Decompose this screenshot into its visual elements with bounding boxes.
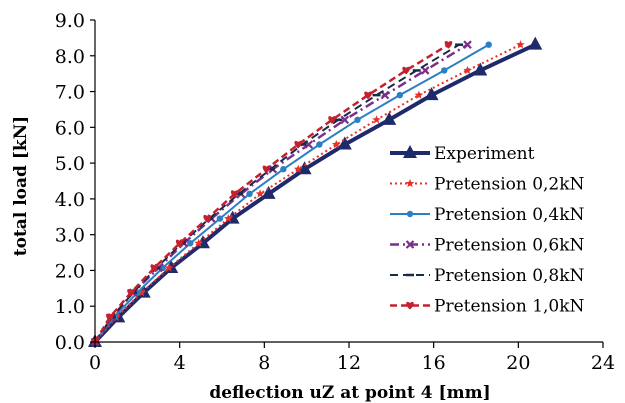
x-axis-title: deflection uZ at point 4 [mm] — [209, 383, 490, 403]
x-tick-label: 24 — [591, 352, 615, 374]
data-point — [261, 185, 276, 199]
data-point — [203, 214, 211, 223]
legend-entry: Pretension 0,8kN — [390, 266, 585, 286]
series-6 — [91, 41, 453, 346]
data-point — [396, 91, 403, 99]
axes — [90, 19, 604, 348]
series-2 — [90, 40, 525, 346]
data-point — [194, 238, 203, 247]
data-point — [414, 90, 424, 99]
x-tick-label: 4 — [174, 352, 186, 374]
data-point — [164, 263, 174, 272]
y-tick-label: 2.0 — [55, 260, 85, 282]
data-point — [175, 239, 184, 248]
data-point — [262, 165, 271, 174]
legend-label: Pretension 0,2kN — [434, 175, 585, 195]
data-point — [473, 62, 488, 76]
y-tick-label: 3.0 — [55, 225, 85, 247]
data-point — [216, 215, 224, 222]
data-point — [340, 115, 350, 125]
x-tick-label: 8 — [258, 352, 270, 374]
legend-marker — [405, 240, 415, 249]
y-tick-label: 7.0 — [55, 82, 85, 104]
legend-marker — [403, 145, 417, 158]
data-point — [293, 164, 303, 173]
data-point — [485, 41, 492, 48]
legend-entry: Pretension 1,0kN — [390, 297, 585, 317]
legend-label: Pretension 1,0kN — [434, 297, 585, 317]
data-point — [297, 161, 312, 175]
y-tick-label: 9.0 — [55, 10, 85, 32]
data-point — [444, 41, 453, 49]
data-point — [332, 140, 341, 149]
y-axis-title: total load [kN] — [11, 116, 31, 256]
data-point — [137, 288, 146, 297]
legend: Experiment Pretension 0,2kN Pretension 0,4… — [390, 144, 585, 317]
data-point — [106, 313, 114, 322]
legend-label: Pretension 0,6kN — [434, 236, 585, 256]
x-tick-label: 20 — [506, 352, 530, 374]
data-point — [224, 214, 233, 223]
legend-entry: Experiment — [390, 144, 535, 164]
y-tick-label: 4.0 — [55, 189, 85, 211]
y-tick-label: 8.0 — [55, 46, 85, 68]
legend-label: Pretension 0,4kN — [434, 205, 585, 225]
data-point — [255, 189, 265, 198]
data-point — [150, 264, 159, 272]
legend-marker — [405, 179, 415, 188]
data-point — [380, 90, 390, 100]
series-3 — [91, 41, 492, 346]
legend-entry: Pretension 0,2kN — [390, 175, 585, 195]
legend-entry: Pretension 0,6kN — [390, 236, 585, 256]
data-point — [420, 66, 430, 75]
legend-label: Experiment — [434, 144, 535, 164]
y-tick-label: 5.0 — [55, 153, 85, 175]
data-point — [463, 65, 472, 75]
y-tick-label: 1.0 — [55, 296, 85, 318]
data-point — [528, 36, 543, 50]
y-tick-label: 6.0 — [55, 117, 85, 139]
data-point — [328, 116, 336, 124]
data-point — [516, 40, 525, 49]
x-tick-label: 0 — [89, 352, 101, 374]
data-point — [280, 165, 287, 173]
data-point — [354, 116, 361, 124]
data-point — [187, 240, 194, 247]
legend-marker — [406, 301, 414, 310]
legend-entry: Pretension 0,4kN — [390, 205, 585, 225]
data-point — [246, 190, 253, 198]
x-tick-label: 12 — [337, 352, 361, 374]
data-point — [364, 91, 372, 100]
data-point — [372, 115, 381, 124]
x-tick-label: 16 — [422, 352, 446, 374]
data-point — [463, 40, 472, 49]
y-tick-label: 0.0 — [55, 332, 85, 354]
data-point — [424, 87, 439, 101]
legend-label: Pretension 0,8kN — [434, 266, 585, 286]
legend-marker — [406, 210, 414, 218]
y-tick-labels: 0.0 1.0 2.0 3.0 4.0 5.0 6.0 7.0 8.0 9.0 — [55, 10, 85, 354]
data-point — [316, 141, 323, 148]
data-point — [294, 140, 302, 149]
data-point — [441, 67, 448, 74]
data-point — [230, 190, 239, 198]
plot-area — [88, 36, 543, 347]
data-point — [127, 288, 135, 297]
x-tick-labels: 0 4 8 12 16 20 24 — [89, 352, 615, 374]
data-point — [337, 136, 352, 150]
data-point — [402, 66, 410, 75]
data-point — [382, 111, 397, 125]
